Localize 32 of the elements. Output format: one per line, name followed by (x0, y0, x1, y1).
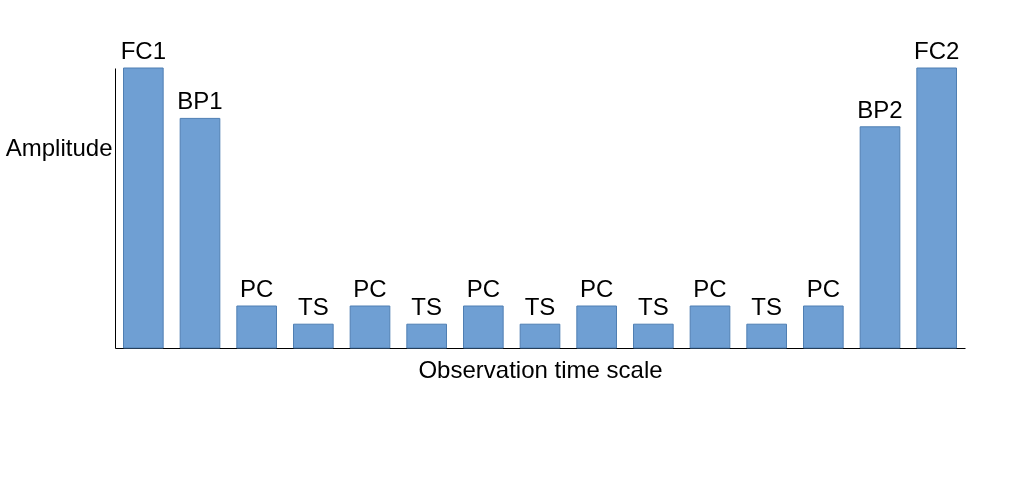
bar (179, 117, 221, 349)
x-tick-label: TS (638, 293, 669, 321)
y-axis-title: Amplitude (5, 133, 113, 161)
x-tick-label: TS (298, 293, 329, 321)
x-tick-label: BP2 (857, 95, 903, 123)
x-tick-label: TS (411, 293, 442, 321)
x-tick-label: FC1 (120, 37, 167, 64)
bar (859, 126, 901, 349)
bar (463, 305, 504, 349)
x-tick-label: TS (524, 293, 556, 321)
bar (803, 305, 844, 349)
bar (916, 67, 957, 349)
x-tick-label: FC2 (913, 37, 960, 64)
x-tick-label: PC (466, 275, 501, 302)
x-tick-label: PC (353, 275, 387, 302)
x-tick-label: PC (693, 275, 727, 302)
x-axis-title: Observation time scale (418, 355, 663, 383)
x-tick-label: PC (806, 275, 841, 302)
bar (123, 67, 164, 349)
bar (349, 305, 391, 349)
bar (746, 323, 787, 349)
x-tick-label: PC (239, 275, 274, 302)
bar (236, 305, 277, 349)
bar (633, 323, 674, 349)
bar (519, 323, 561, 349)
x-tick-label: BP1 (177, 87, 223, 115)
bar (576, 305, 617, 349)
bar (293, 323, 334, 349)
bar (406, 323, 447, 349)
x-tick-label: TS (751, 293, 782, 321)
x-tick-label: PC (579, 275, 614, 302)
bar (689, 305, 731, 349)
